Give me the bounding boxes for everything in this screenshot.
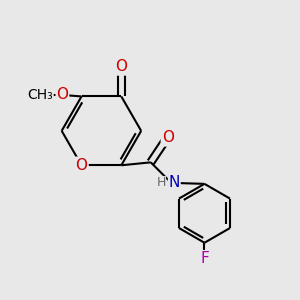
- Text: H: H: [156, 176, 166, 190]
- Text: O: O: [76, 158, 88, 173]
- Text: O: O: [115, 59, 127, 74]
- Text: F: F: [200, 250, 209, 266]
- Text: O: O: [56, 88, 68, 103]
- Text: N: N: [169, 176, 180, 190]
- Text: O: O: [162, 130, 174, 146]
- Text: CH₃: CH₃: [27, 88, 53, 102]
